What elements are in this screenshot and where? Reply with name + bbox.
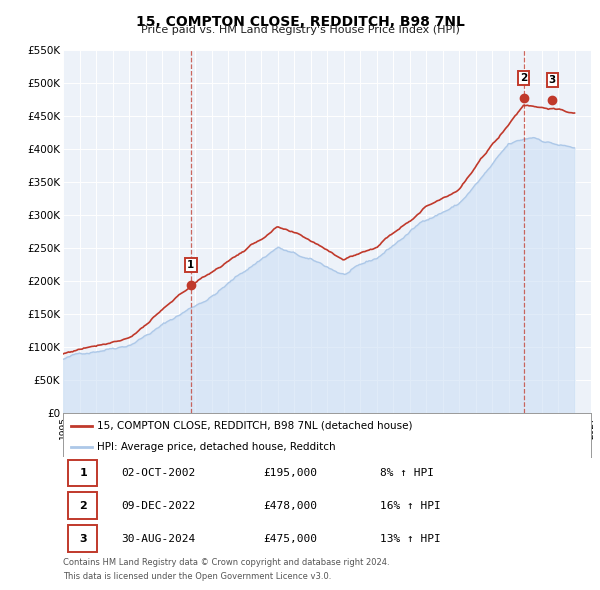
Text: £195,000: £195,000: [263, 468, 317, 478]
Text: £475,000: £475,000: [263, 534, 317, 544]
Text: 13% ↑ HPI: 13% ↑ HPI: [380, 534, 440, 544]
Text: £478,000: £478,000: [263, 501, 317, 511]
Text: Contains HM Land Registry data © Crown copyright and database right 2024.: Contains HM Land Registry data © Crown c…: [63, 558, 389, 567]
Text: 15, COMPTON CLOSE, REDDITCH, B98 7NL (detached house): 15, COMPTON CLOSE, REDDITCH, B98 7NL (de…: [97, 421, 413, 431]
Text: 3: 3: [549, 75, 556, 85]
Text: HPI: Average price, detached house, Redditch: HPI: Average price, detached house, Redd…: [97, 442, 336, 453]
Text: 8% ↑ HPI: 8% ↑ HPI: [380, 468, 434, 478]
Text: 09-DEC-2022: 09-DEC-2022: [121, 501, 196, 511]
Text: 16% ↑ HPI: 16% ↑ HPI: [380, 501, 440, 511]
FancyBboxPatch shape: [68, 525, 97, 552]
FancyBboxPatch shape: [68, 460, 97, 486]
Text: 02-OCT-2002: 02-OCT-2002: [121, 468, 196, 478]
Text: 2: 2: [79, 501, 87, 511]
Text: This data is licensed under the Open Government Licence v3.0.: This data is licensed under the Open Gov…: [63, 572, 331, 581]
Text: 15, COMPTON CLOSE, REDDITCH, B98 7NL: 15, COMPTON CLOSE, REDDITCH, B98 7NL: [136, 15, 464, 29]
Text: 1: 1: [187, 260, 194, 270]
Text: 30-AUG-2024: 30-AUG-2024: [121, 534, 196, 544]
FancyBboxPatch shape: [68, 492, 97, 519]
Text: 1: 1: [79, 468, 87, 478]
Text: 3: 3: [79, 534, 87, 544]
Text: Price paid vs. HM Land Registry's House Price Index (HPI): Price paid vs. HM Land Registry's House …: [140, 25, 460, 35]
Text: 2: 2: [520, 73, 527, 83]
